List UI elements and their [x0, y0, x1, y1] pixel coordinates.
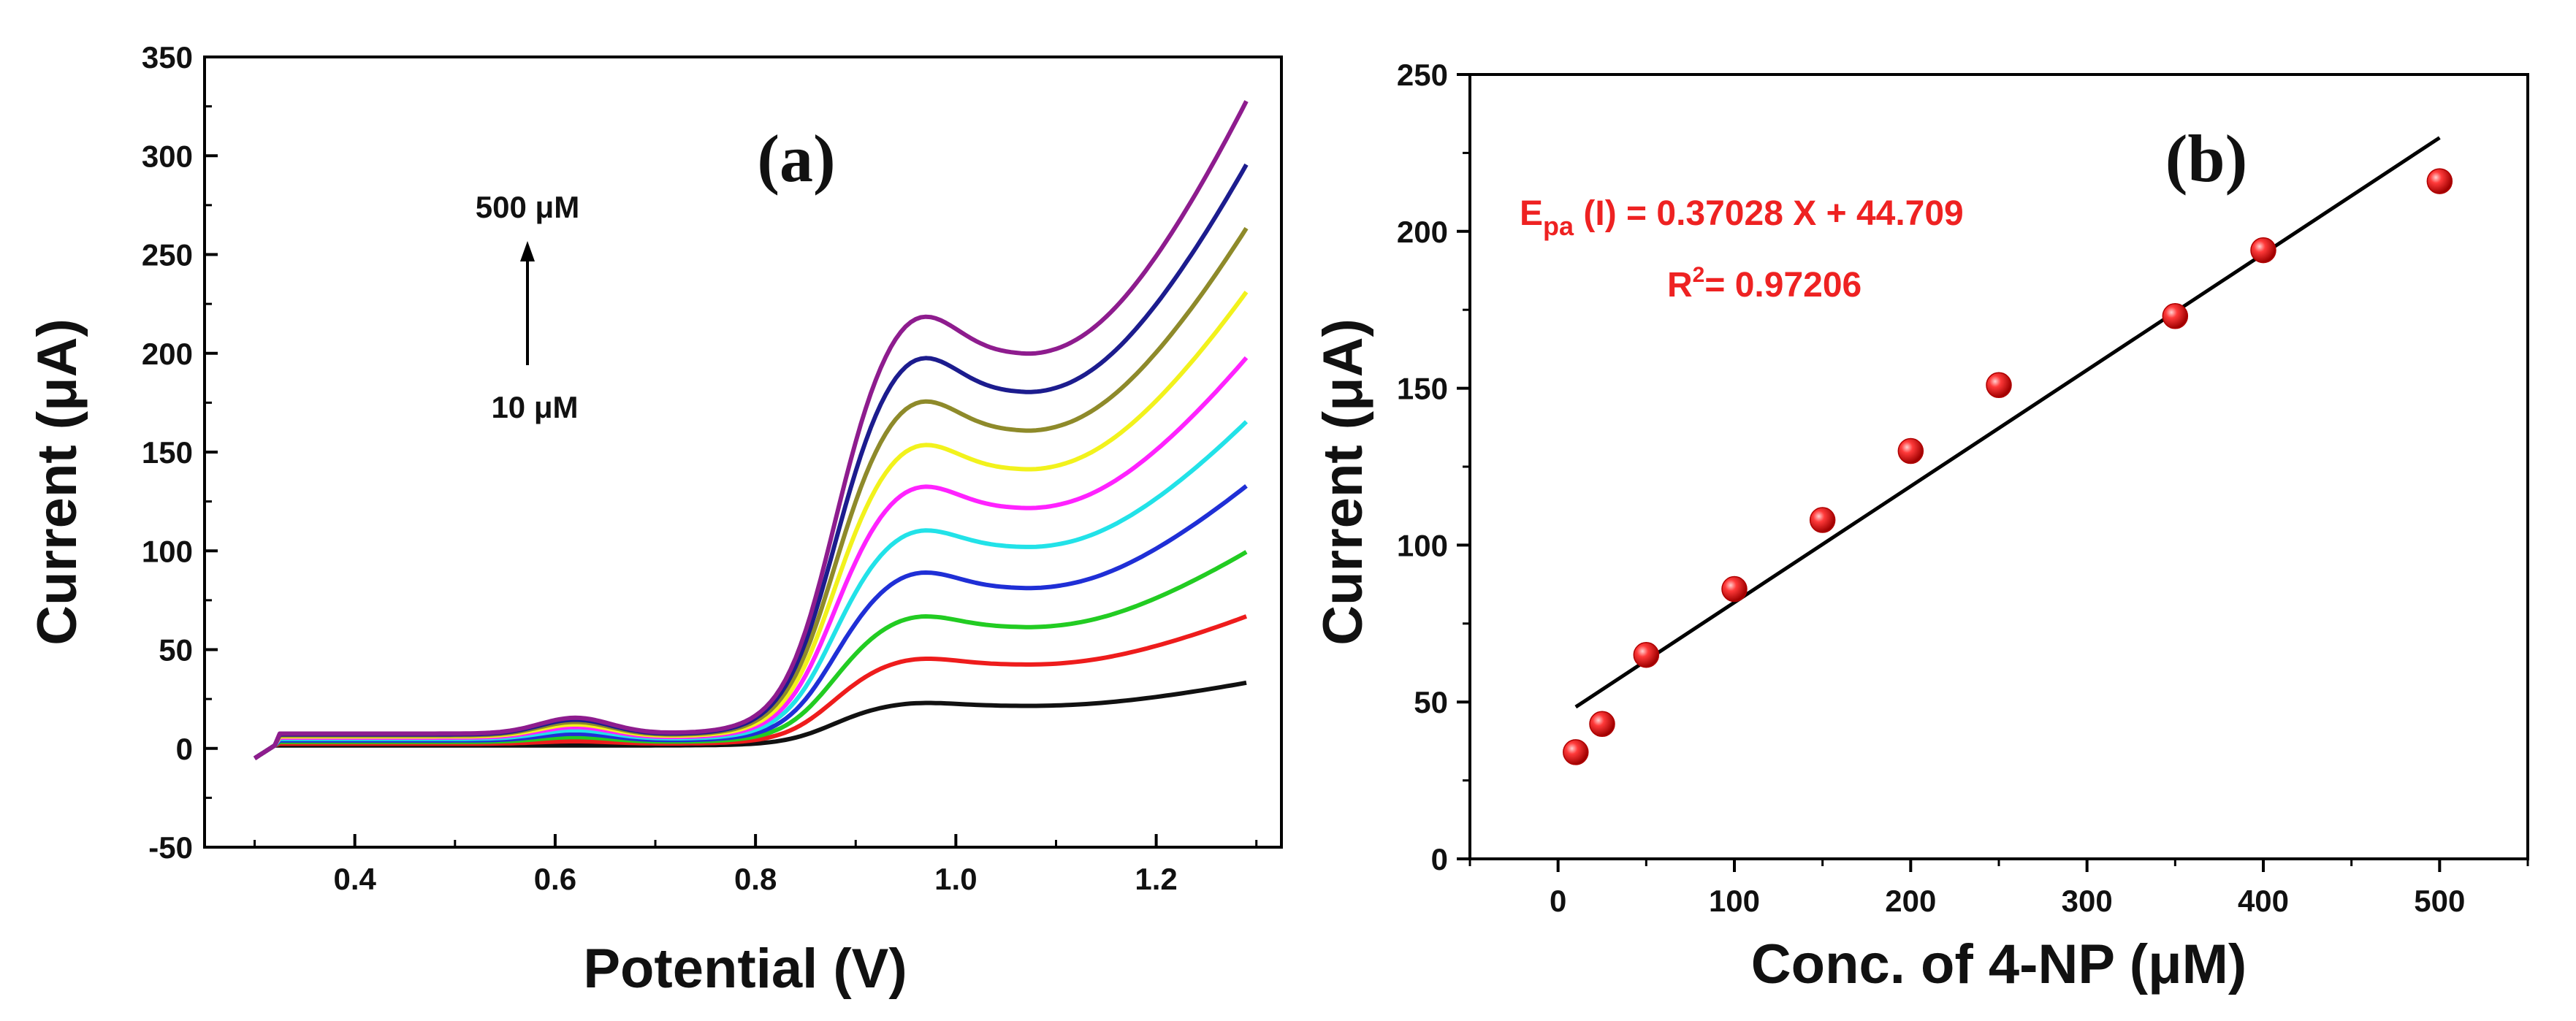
data-point	[1986, 372, 2012, 399]
panel-b-x-tick-label: 400	[2238, 884, 2289, 918]
panel-b-x-tick-label: 300	[2062, 884, 2113, 918]
panel-b-plot-frame	[1468, 73, 2529, 860]
panel-b-x-tick-label: 200	[1885, 884, 1936, 918]
voltammogram-curve	[253, 163, 1249, 760]
panel-b-data-points	[1563, 168, 2453, 765]
panel-a-y-tick-label: 100	[142, 534, 193, 568]
fit-equation-lhs: E	[1520, 194, 1543, 233]
data-point	[1721, 575, 1748, 603]
data-point	[2426, 168, 2453, 194]
panel-b-y-tick-label: 0	[1431, 842, 1448, 876]
panel-a-x-tick-label: 0.4	[333, 862, 376, 896]
voltammogram-curve	[253, 356, 1249, 760]
data-point	[2162, 303, 2189, 329]
panel-a-x-tick-label: 1.0	[934, 862, 977, 896]
panel-a-y-tick-label: 200	[142, 337, 193, 371]
panel-a-y-tick-label: 300	[142, 139, 193, 173]
annotation-top-concentration: 500 μM	[476, 190, 579, 224]
panel-b-y-tick-label: 200	[1397, 215, 1448, 249]
panel-a-x-tick-label: 0.6	[534, 862, 576, 896]
panel-b-y-tick-label: 50	[1414, 685, 1448, 719]
panel-a-x-axis-title: Potential (V)	[583, 938, 907, 1000]
panel-b-y-tick-label: 100	[1397, 528, 1448, 562]
data-point	[1809, 507, 1836, 533]
panel-a-axes: 0.4 0.6 0.8 1.0 1.2 -50 0 50 100 150 200 250 300 350	[142, 40, 1258, 896]
fit-equation-rhs: (I) = 0.37028 X + 44.709	[1574, 194, 1964, 233]
linear-fit-line	[1574, 136, 2441, 709]
panel-b-x-axis-title: Conc. of 4-NP (μM)	[1751, 933, 2247, 995]
panel-b-x-tick-label: 0	[1550, 884, 1566, 918]
fit-equation-subscript: pa	[1543, 211, 1574, 241]
panel-b-label: (b)	[2165, 121, 2247, 196]
voltammogram-curve	[253, 100, 1249, 760]
panel-b-x-tick-label: 500	[2414, 884, 2465, 918]
panel-a-y-axis-title: Current (μA)	[26, 318, 88, 646]
panel-b-x-tick-label: 100	[1709, 884, 1760, 918]
r-squared-rhs: = 0.97206	[1704, 266, 1861, 305]
fit-equation: Epa (I) = 0.37028 X + 44.709	[1520, 194, 1964, 241]
panel-a-chart: 0.4 0.6 0.8 1.0 1.2-50050100150200250300350 …	[26, 40, 1283, 1000]
panel-b-chart: 0 100 200 300 400 500 0 50 100 150 200 250 (b) Epa …	[1312, 58, 2529, 995]
panel-a-y-tick-label: 350	[142, 40, 193, 74]
data-point	[1633, 642, 1660, 668]
data-point	[1563, 739, 1589, 765]
r-squared-lhs: R	[1667, 266, 1693, 305]
panel-a-y-tick-label: 0	[176, 732, 193, 766]
data-point	[2250, 237, 2276, 264]
data-point	[1897, 437, 1924, 464]
panel-b-y-tick-label: 250	[1397, 58, 1448, 92]
panel-a-y-tick-label: 250	[142, 238, 193, 272]
panel-a-y-tick-label: -50	[148, 830, 193, 865]
panel-a-x-tick-label: 0.8	[734, 862, 777, 896]
panel-b-axes: 0 100 200 300 400 500 0 50 100 150 200 250	[1397, 58, 2529, 918]
r-squared-value: R2= 0.97206	[1667, 263, 1861, 305]
r-squared-superscript: 2	[1693, 263, 1705, 287]
data-point	[1589, 711, 1615, 738]
panel-a-x-tick-label: 1.2	[1135, 862, 1177, 896]
panel-b-y-tick-label: 150	[1397, 372, 1448, 406]
voltammogram-curve	[253, 420, 1249, 760]
panel-a-label: (a)	[757, 121, 835, 196]
voltammogram-curve	[253, 226, 1249, 760]
annotation-bottom-concentration: 10 μM	[491, 390, 578, 424]
concentration-arrow-head	[520, 241, 535, 261]
panel-a-y-tick-label: 50	[159, 633, 193, 668]
voltammogram-curve	[253, 291, 1249, 760]
panel-a-y-tick-label: 150	[142, 435, 193, 470]
panel-b-y-axis-title: Current (μA)	[1312, 318, 1374, 646]
panel-a-curves	[253, 100, 1249, 760]
